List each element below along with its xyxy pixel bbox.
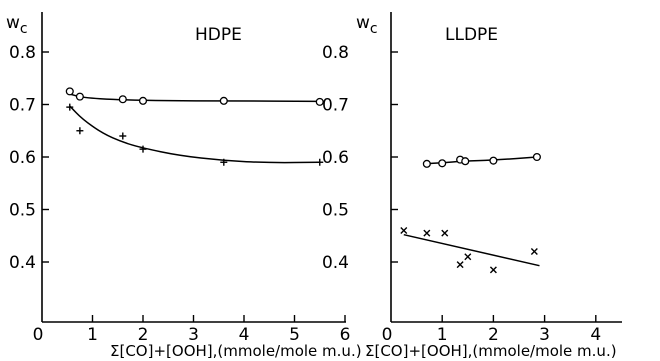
hdpe-x-axis-label: Σ[CO]+[OOH],(mmole/mole m.u.) xyxy=(110,342,362,360)
lldpe-y-axis-label: wc xyxy=(356,13,378,37)
hdpe-panel: HDPE wc Σ[CO]+[OOH],(mmole/mole m.u.) xyxy=(6,13,362,360)
lldpe-title: LLDPE xyxy=(445,25,498,45)
hdpe-x-tick-label: 3 xyxy=(188,325,199,345)
hdpe-series-plus-point xyxy=(316,158,324,166)
hdpe-series-plus-point xyxy=(76,127,84,135)
lldpe-series-cross-point xyxy=(489,266,497,274)
hdpe-x-tick-label: 2 xyxy=(138,325,149,345)
lldpe-series-cross-point xyxy=(441,229,449,237)
lldpe-x-tick-label: 2 xyxy=(488,325,499,345)
lldpe-y-tick-label: 0.7 xyxy=(322,96,349,116)
hdpe-y-tick-label: 0.6 xyxy=(9,148,36,168)
lldpe-x-tick-label: 4 xyxy=(590,325,601,345)
hdpe-y-tick-label: 0.5 xyxy=(9,201,36,221)
lldpe-series-circle-point xyxy=(438,159,447,168)
lldpe-series-cross-curve xyxy=(403,233,540,267)
lldpe-series-cross-point xyxy=(423,229,431,237)
hdpe-y-tick-label: 0.7 xyxy=(9,96,36,116)
lldpe-y-tick-label: 0.5 xyxy=(322,201,349,221)
hdpe-y-label-sub: c xyxy=(20,21,28,37)
lldpe-series-circle-point xyxy=(422,159,431,168)
lldpe-series-cross-point xyxy=(400,227,408,234)
hdpe-series-circle-point xyxy=(118,95,127,104)
hdpe-series-circle-curve xyxy=(69,93,320,103)
lldpe-series-circle-point xyxy=(461,157,470,166)
lldpe-y-label-sub: c xyxy=(370,21,378,37)
lldpe-series-circle-point xyxy=(489,156,498,165)
hdpe-series-plus-point xyxy=(139,145,147,153)
lldpe-x-tick-label: 3 xyxy=(539,325,550,345)
hdpe-series-plus-point xyxy=(119,132,127,140)
hdpe-series-circle-point xyxy=(65,87,74,96)
hdpe-y-tick-label: 0.8 xyxy=(9,43,36,63)
lldpe-x-tick-label: 1 xyxy=(437,325,448,345)
lldpe-x-tick-label: 0 xyxy=(382,325,393,345)
lldpe-panel: LLDPE wc Σ[CO]+[OOH],(mmole/mole m.u.) xyxy=(356,13,617,360)
hdpe-x-tick-label: 6 xyxy=(340,325,351,345)
hdpe-x-tick-label: 1 xyxy=(87,325,98,345)
hdpe-x-tick-label: 0 xyxy=(33,325,44,345)
lldpe-y-tick-label: 0.6 xyxy=(322,148,349,168)
lldpe-series-circle-point xyxy=(532,152,541,162)
hdpe-y-tick-label: 0.4 xyxy=(9,253,36,273)
lldpe-series-cross-point xyxy=(530,248,538,255)
hdpe-title: HDPE xyxy=(195,25,242,45)
lldpe-y-label-main: w xyxy=(356,13,370,33)
lldpe-y-tick-label: 0.8 xyxy=(322,43,349,63)
hdpe-series-circle-point xyxy=(138,96,148,105)
lldpe-y-tick-label: 0.4 xyxy=(322,253,349,273)
hdpe-y-label-main: w xyxy=(6,13,20,33)
hdpe-x-tick-label: 5 xyxy=(289,325,300,345)
hdpe-series-circle-point xyxy=(315,97,324,106)
hdpe-series-circle-point xyxy=(219,96,228,105)
lldpe-x-axis-label: Σ[CO]+[OOH],(mmole/mole m.u.) xyxy=(365,342,617,360)
hdpe-series-circle-point xyxy=(75,92,84,101)
lldpe-plot: 0.4 0.5 0.6 0.7 0.8 0 1 2 3 4 xyxy=(322,12,622,345)
hdpe-plot: 0.4 0.5 0.6 0.7 0.8 0 1 2 3 4 5 6 xyxy=(9,12,350,345)
lldpe-series-cross-point xyxy=(464,253,472,261)
hdpe-series-plus-point xyxy=(66,103,74,111)
hdpe-series-plus-curve xyxy=(69,105,320,164)
hdpe-series-plus-point xyxy=(220,158,228,166)
hdpe-x-tick-label: 4 xyxy=(239,325,250,345)
hdpe-y-axis-label: wc xyxy=(6,13,28,37)
lldpe-series-cross-point xyxy=(456,261,464,269)
